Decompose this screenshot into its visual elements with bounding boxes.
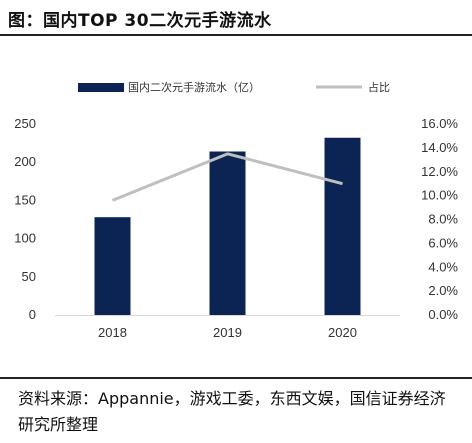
right-tick-label: 0.0%: [428, 307, 458, 322]
bar-series: [94, 137, 361, 315]
legend-bar-label: 国内二次元手游流水（亿）: [128, 80, 260, 94]
left-tick-label: 150: [14, 192, 36, 207]
x-tick-label: 2019: [213, 325, 242, 340]
right-tick-label: 12.0%: [421, 164, 458, 179]
x-tick-label: 2018: [98, 325, 127, 340]
figure-title: 图：国内TOP 30二次元手游流水: [8, 11, 272, 31]
left-tick-label: 50: [22, 269, 36, 284]
bar-2019: [209, 151, 246, 315]
left-tick-label: 100: [14, 231, 36, 246]
legend: 国内二次元手游流水（亿） 占比: [78, 80, 390, 94]
x-axis-ticks: 2018 2019 2020: [98, 325, 357, 340]
legend-bar-swatch: [78, 83, 124, 92]
right-tick-label: 2.0%: [428, 283, 458, 298]
right-tick-label: 8.0%: [428, 212, 458, 227]
x-tick-label: 2020: [328, 325, 357, 340]
left-tick-label: 0: [29, 307, 36, 322]
right-tick-label: 14.0%: [421, 140, 458, 155]
right-tick-label: 16.0%: [421, 116, 458, 131]
left-tick-label: 200: [14, 154, 36, 169]
bar-2018: [94, 217, 131, 315]
line-series: [111, 152, 343, 202]
bar-2020: [324, 137, 361, 315]
right-axis-ticks: 0.0% 2.0% 4.0% 6.0% 8.0% 10.0% 12.0% 14.0% 16.0%: [421, 116, 458, 322]
title-divider: [0, 34, 472, 36]
combo-chart: 国内二次元手游流水（亿） 占比 0 50 100 150 200 250 0.0% 2.0%…: [14, 80, 458, 340]
source-divider: [0, 377, 472, 379]
left-axis-ticks: 0 50 100 150 200 250: [14, 116, 36, 322]
right-tick-label: 4.0%: [428, 259, 458, 274]
right-tick-label: 6.0%: [428, 235, 458, 250]
right-tick-label: 10.0%: [421, 188, 458, 203]
left-tick-label: 250: [14, 116, 36, 131]
legend-line-label: 占比: [368, 80, 390, 94]
source-note: 资料来源：Appannie，游戏工委，东西文娱，国信证券经济研究所整理: [18, 389, 446, 434]
